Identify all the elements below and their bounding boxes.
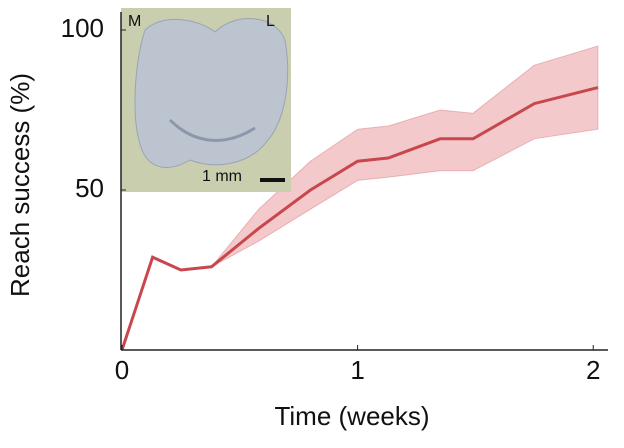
- x-tick-label: 1: [350, 355, 364, 385]
- inset-label: 1 mm: [202, 168, 242, 185]
- inset-fold: [168, 118, 256, 142]
- inset-label: L: [266, 13, 275, 30]
- x-tick-label: 0: [115, 355, 129, 385]
- y-tick-label: 50: [75, 173, 104, 203]
- inset-label: M: [128, 13, 141, 30]
- y-axis-label: Reach success (%): [5, 73, 35, 297]
- x-axis-label: Time (weeks): [274, 401, 429, 431]
- y-tick-label: 100: [61, 13, 104, 43]
- x-tick-label: 2: [586, 355, 600, 385]
- line: [120, 86, 599, 351]
- inset: M L 1 mm: [121, 8, 291, 192]
